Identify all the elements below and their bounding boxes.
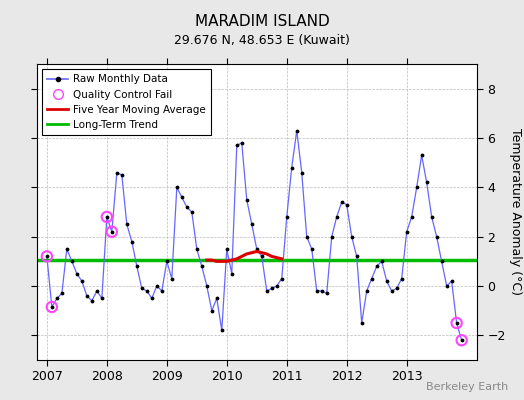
Point <box>42 253 51 260</box>
Point <box>103 214 111 220</box>
Point <box>457 337 466 344</box>
Legend: Raw Monthly Data, Quality Control Fail, Five Year Moving Average, Long-Term Tren: Raw Monthly Data, Quality Control Fail, … <box>42 69 211 135</box>
Text: Berkeley Earth: Berkeley Earth <box>426 382 508 392</box>
Point <box>452 320 461 326</box>
Point <box>48 304 56 310</box>
Text: 29.676 N, 48.653 E (Kuwait): 29.676 N, 48.653 E (Kuwait) <box>174 34 350 47</box>
Text: MARADIM ISLAND: MARADIM ISLAND <box>194 14 330 29</box>
Y-axis label: Temperature Anomaly (°C): Temperature Anomaly (°C) <box>509 128 522 296</box>
Point <box>107 228 116 235</box>
